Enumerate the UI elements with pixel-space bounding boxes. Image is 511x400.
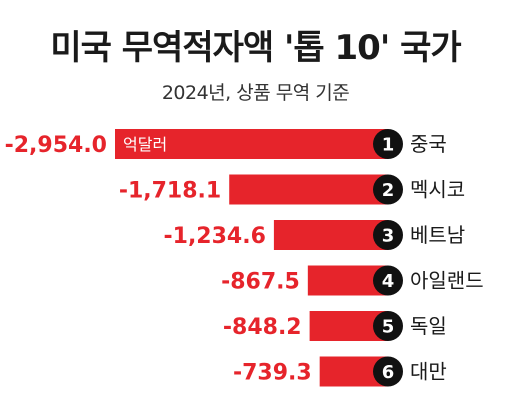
- rank-badge: [373, 265, 403, 296]
- rank-badge: [373, 174, 403, 205]
- category-label: 아일랜드: [410, 269, 484, 293]
- category-label: 베트남: [410, 223, 465, 247]
- value-label: -739.3: [233, 361, 312, 386]
- chart-subtitle: 2024년, 상품 무역 기준: [161, 82, 350, 104]
- category-label: 독일: [410, 314, 447, 338]
- value-label: -1,718.1: [119, 179, 221, 204]
- category-label: 멕시코: [410, 178, 465, 202]
- rank-number: 5: [382, 317, 395, 338]
- bar: [115, 129, 388, 159]
- rank-number: 6: [382, 362, 395, 383]
- category-label: 중국: [410, 132, 447, 156]
- rank-badge: [373, 311, 403, 341]
- chart-title: 미국 무역적자액 '톱 10' 국가: [50, 28, 461, 68]
- value-label: -2,954.0: [5, 133, 107, 158]
- rank-badge: [373, 129, 403, 159]
- value-label: -867.5: [221, 270, 300, 295]
- unit-label: 억달러: [123, 135, 167, 154]
- value-label: -848.2: [223, 315, 302, 340]
- value-label: -1,234.6: [164, 224, 266, 249]
- rank-number: 3: [382, 226, 395, 247]
- bar: [229, 174, 388, 205]
- rank-number: 1: [382, 135, 395, 156]
- category-label: 대만: [410, 360, 447, 384]
- rank-badge: [373, 220, 403, 250]
- rank-number: 4: [382, 271, 395, 292]
- rank-badge: [373, 356, 403, 387]
- bar: [273, 220, 388, 250]
- rank-number: 2: [382, 180, 395, 201]
